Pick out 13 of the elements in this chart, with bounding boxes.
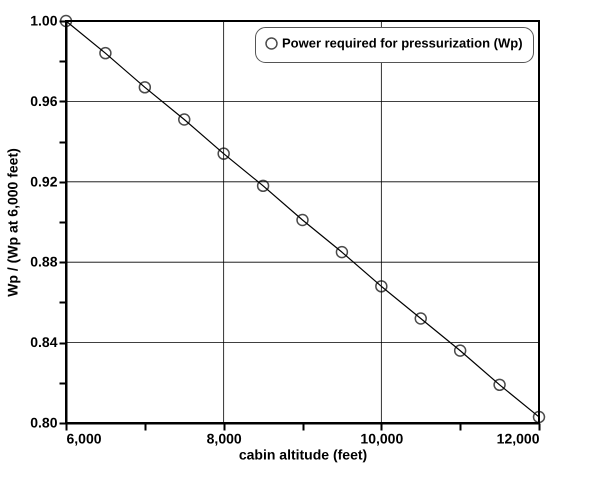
x-tick-label: 12,000 [496, 430, 540, 446]
x-tick-label: 8,000 [206, 430, 242, 446]
y-tick-label: 0.96 [30, 92, 58, 109]
y-tick-label: 1.00 [30, 12, 58, 28]
x-axis-title: cabin altitude (feet) [238, 446, 368, 462]
x-tick-label: 6,000 [66, 430, 102, 446]
y-axis-title: Wp / (Wp at 6,000 feet) [4, 148, 20, 297]
y-tick-label: 0.84 [30, 334, 58, 350]
legend-label: Power required for pressurization (Wp) [282, 36, 523, 50]
x-tick-label: 10,000 [360, 430, 404, 446]
y-tick-label: 0.92 [30, 173, 58, 190]
y-tick-label: 0.80 [30, 414, 58, 430]
y-tick-label: 0.88 [30, 254, 58, 270]
